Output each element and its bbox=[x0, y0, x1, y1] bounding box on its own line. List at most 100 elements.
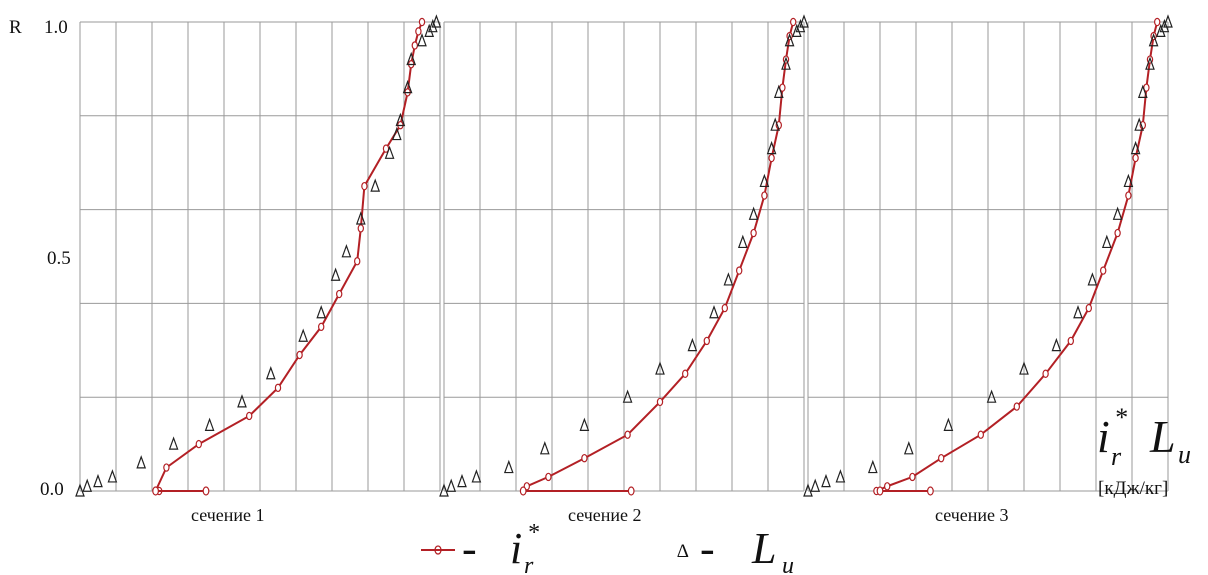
panel-1-ir-bottom-point-0 bbox=[152, 486, 160, 496]
panel-2-ir-point-3 bbox=[581, 453, 588, 463]
panel-3-ir-point-9 bbox=[1099, 266, 1107, 275]
panel-1-lu-point-14 bbox=[370, 178, 381, 192]
panel-1-ir-bottom-point-1 bbox=[202, 486, 210, 496]
panel-3-lu-point-8 bbox=[1019, 361, 1029, 375]
y-tick-label-2: 1.0 bbox=[44, 17, 68, 38]
panel-2-lu-point-4 bbox=[503, 459, 514, 474]
panel-1-lu-point-7 bbox=[237, 394, 247, 408]
x-symbol-sup-star: * bbox=[1114, 403, 1127, 432]
panel-3-ir-point-17 bbox=[1153, 17, 1161, 27]
panel-3-lu-point-12 bbox=[1101, 234, 1112, 249]
panel-3-lu-point-1 bbox=[810, 478, 821, 492]
panel-1-lu-point-6 bbox=[204, 417, 215, 431]
panel-1-lu-point-20 bbox=[417, 33, 427, 47]
panel-2-lu-point-5 bbox=[539, 441, 550, 455]
panel-1-ir-point-4 bbox=[245, 411, 253, 421]
panel-2-lu-point-7 bbox=[622, 389, 633, 403]
panel-3-lu-point-10 bbox=[1073, 305, 1083, 319]
panel-1-lu-point-2 bbox=[93, 473, 103, 488]
panel-2-lu-point-16 bbox=[770, 117, 781, 131]
panel-3-ir-point-4 bbox=[977, 430, 985, 439]
panel-3-lu-point-11 bbox=[1087, 272, 1098, 286]
panel-2-lu-point-10 bbox=[709, 305, 719, 319]
panel-1-lu-point-12 bbox=[341, 244, 352, 258]
panel-2-ir-point-4 bbox=[624, 430, 631, 439]
panel-1-ir-point-18 bbox=[418, 17, 426, 27]
panel-3-lu-point-2 bbox=[821, 473, 831, 488]
panel-2-ir-point-10 bbox=[750, 228, 757, 238]
panel-3-lu-point-21 bbox=[1159, 18, 1170, 33]
panel-2-lu-point-8 bbox=[655, 361, 665, 375]
panel-1-lu-point-18 bbox=[402, 79, 413, 94]
panel-1-lu-point-21 bbox=[424, 23, 435, 37]
x-units-label: [кДж/кг] bbox=[1098, 478, 1168, 499]
panel-3-lu-point-17 bbox=[1137, 84, 1148, 98]
panel-3-lu-point-0 bbox=[803, 483, 813, 497]
x-symbol-sub-r: r bbox=[1111, 442, 1122, 471]
panel-3-lu-point-6 bbox=[943, 417, 954, 431]
legend-lu-main: L bbox=[751, 524, 776, 573]
panel-2-lu-point-17 bbox=[773, 84, 784, 98]
legend-item-ir: - i r * bbox=[421, 520, 539, 575]
panel-1-lu-point-11 bbox=[330, 267, 341, 281]
legend-ir-prefix: - bbox=[462, 524, 488, 573]
text-layer: R 0.0 0.5 1.0 сечение 1 сечение 2 сечени… bbox=[9, 17, 1191, 575]
panel-3-lu-point-13 bbox=[1112, 206, 1123, 220]
panel-1-ir-point-10 bbox=[357, 224, 364, 233]
panel-1-ir-point-6 bbox=[296, 350, 303, 360]
panel-1-lu-point-1 bbox=[82, 478, 93, 492]
panel-1-ir-point-17 bbox=[415, 27, 422, 36]
panel-1-lu-point-22 bbox=[427, 18, 438, 33]
panel-1-ir-point-7 bbox=[318, 322, 325, 332]
y-axis-label: R bbox=[9, 17, 22, 38]
panel-3-lu-point-5 bbox=[903, 441, 914, 455]
x-symbol-L: L bbox=[1149, 411, 1176, 462]
panel-1-lu-point-4 bbox=[136, 455, 147, 469]
panel-1-ir-point-2 bbox=[163, 463, 170, 472]
panel-3-lu-point-4 bbox=[867, 459, 878, 474]
grid-layer bbox=[79, 21, 1169, 492]
panel-2-lu-point-9 bbox=[687, 337, 698, 352]
panel-2-ir-point-2 bbox=[545, 472, 552, 482]
panel-3-ir-point-10 bbox=[1114, 228, 1121, 238]
panel-3-lu-point-9 bbox=[1051, 337, 1062, 352]
panel-2-ir-bottom-point-0 bbox=[519, 486, 527, 496]
panel-1-lu-point-10 bbox=[316, 305, 327, 319]
panel-3-lu-point-19 bbox=[1148, 33, 1159, 47]
panel-2-lu-point-2 bbox=[457, 473, 467, 488]
panel-2-ir-point-11 bbox=[761, 191, 768, 200]
x-symbol-sub-u: u bbox=[1178, 440, 1191, 469]
panel-2-lu-point-3 bbox=[471, 469, 482, 483]
panel-1-lu-point-0 bbox=[75, 483, 85, 497]
panel-1-ir-point-3 bbox=[195, 439, 202, 449]
panel-2-ir-point-5 bbox=[656, 397, 664, 407]
panel-1-ir-point-9 bbox=[354, 256, 361, 266]
panel-1-lu-point-9 bbox=[298, 328, 309, 342]
panel-2-lu-point-19 bbox=[784, 33, 795, 47]
panel-1-ir-line bbox=[154, 21, 423, 492]
x-axis-symbol: i r * L u bbox=[1097, 403, 1191, 471]
panel-1-lu-point-3 bbox=[107, 469, 118, 483]
legend-ir-marker bbox=[434, 545, 442, 555]
panel-1-lu-point-5 bbox=[168, 436, 179, 450]
panel-3-lu-point-7 bbox=[986, 389, 997, 403]
panel-2-lu-point-21 bbox=[795, 18, 806, 33]
panel-label-2: сечение 2 bbox=[568, 505, 642, 525]
panel-3-lu-point-20 bbox=[1155, 23, 1166, 37]
panel-1-lu-point-8 bbox=[265, 365, 276, 380]
panel-2-lu-point-14 bbox=[759, 173, 770, 188]
panel-2-ir-bottom-point-1 bbox=[627, 486, 635, 496]
panel-3-ir-bottom-point-1 bbox=[927, 486, 934, 496]
panel-3-ir-point-5 bbox=[1013, 402, 1021, 411]
panel-3-ir-point-11 bbox=[1125, 191, 1132, 200]
panel-3-lu-point-3 bbox=[835, 469, 846, 483]
panel-1-ir-point-16 bbox=[411, 41, 418, 50]
panel-3-ir-point-7 bbox=[1067, 336, 1075, 346]
panel-3-ir-line bbox=[876, 21, 1159, 492]
panel-3-lu-point-18 bbox=[1145, 56, 1155, 70]
panel-2-lu-point-20 bbox=[791, 23, 802, 37]
panel-2-lu-point-0 bbox=[439, 483, 449, 497]
y-tick-label-0: 0.0 bbox=[40, 479, 64, 500]
panel-1-lu-point-16 bbox=[391, 126, 402, 141]
